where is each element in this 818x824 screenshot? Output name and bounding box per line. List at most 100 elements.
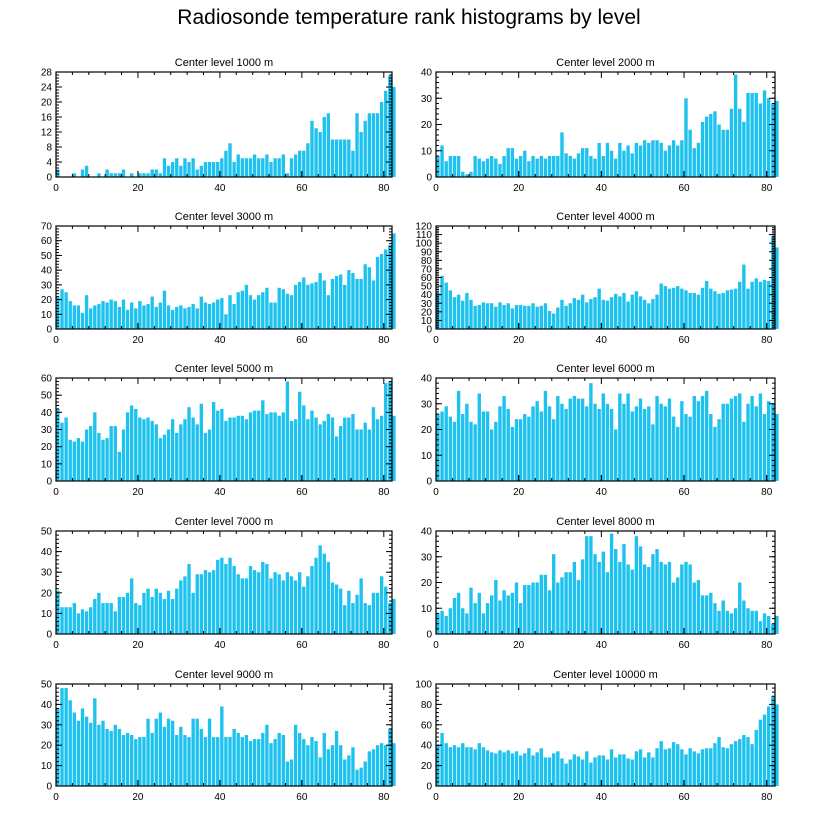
histogram-bar bbox=[552, 156, 556, 177]
histogram-bar bbox=[539, 411, 543, 481]
histogram-bar bbox=[758, 621, 763, 634]
histogram-bar bbox=[535, 401, 539, 481]
histogram-bar bbox=[498, 302, 502, 329]
histogram-bar bbox=[109, 299, 113, 329]
histogram-bar bbox=[750, 93, 754, 177]
histogram-bar bbox=[510, 148, 515, 177]
histogram-bar bbox=[465, 403, 469, 481]
histogram-bar bbox=[593, 403, 597, 481]
y-tick-label: 12 bbox=[41, 128, 53, 139]
histogram-bar bbox=[754, 610, 758, 634]
histogram-bar bbox=[265, 563, 269, 634]
histogram-bar bbox=[552, 313, 556, 329]
histogram-bar bbox=[605, 759, 610, 786]
histogram-bar bbox=[392, 415, 396, 481]
histogram-bar bbox=[746, 93, 750, 177]
panel-title: Center level 10000 m bbox=[553, 669, 658, 681]
histogram-bar bbox=[659, 142, 663, 177]
histogram-bar bbox=[252, 154, 257, 177]
histogram-bar bbox=[285, 761, 290, 786]
histogram-bar bbox=[614, 158, 618, 177]
x-tick-label: 0 bbox=[53, 335, 59, 346]
histogram-bar bbox=[72, 603, 76, 634]
histogram-bar bbox=[244, 735, 249, 786]
histogram-bar bbox=[527, 305, 531, 329]
x-tick-label: 20 bbox=[132, 183, 144, 194]
histogram-bar bbox=[384, 745, 388, 786]
histogram-bar bbox=[601, 393, 605, 481]
histogram-bar bbox=[113, 426, 117, 481]
histogram-bar bbox=[684, 290, 688, 329]
histogram-bar bbox=[269, 578, 273, 634]
histogram-bar bbox=[236, 732, 240, 786]
histogram-bar bbox=[676, 426, 680, 481]
x-tick-label: 80 bbox=[761, 183, 773, 194]
histogram-bar bbox=[725, 748, 730, 786]
histogram-bar bbox=[647, 406, 651, 481]
histogram-bar bbox=[175, 735, 179, 786]
histogram-bar bbox=[709, 114, 713, 177]
x-tick-label: 80 bbox=[378, 640, 390, 651]
histogram-bar bbox=[626, 301, 630, 329]
histogram-bar bbox=[162, 290, 167, 329]
histogram-bar bbox=[371, 749, 376, 786]
histogram-bar bbox=[101, 301, 105, 329]
histogram-bar bbox=[343, 605, 347, 634]
histogram-bar bbox=[170, 419, 175, 481]
histogram-bar bbox=[76, 305, 81, 329]
histogram-bar bbox=[248, 295, 253, 329]
histogram-bar bbox=[371, 592, 376, 634]
histogram-bar bbox=[721, 292, 725, 329]
histogram-bar bbox=[543, 757, 548, 786]
histogram-bar bbox=[696, 579, 701, 634]
histogram-bar bbox=[216, 410, 220, 481]
histogram-bar bbox=[211, 302, 216, 329]
histogram-bar bbox=[477, 592, 481, 634]
histogram-bar bbox=[330, 139, 335, 177]
histogram-bar bbox=[330, 582, 335, 634]
histogram-bar bbox=[367, 605, 372, 634]
y-tick-label: 40 bbox=[421, 68, 433, 79]
histogram-bar bbox=[220, 557, 224, 634]
x-tick-label: 80 bbox=[761, 640, 773, 651]
histogram-bar bbox=[236, 154, 240, 177]
histogram-bar bbox=[191, 417, 195, 481]
histogram-bar bbox=[310, 120, 314, 177]
histogram-bar bbox=[89, 722, 93, 786]
histogram-bar bbox=[359, 278, 363, 329]
histogram-bar bbox=[216, 737, 220, 786]
histogram-bar bbox=[199, 728, 204, 786]
y-tick-label: 0 bbox=[426, 325, 432, 336]
histogram-bar bbox=[224, 420, 228, 481]
histogram-bar bbox=[601, 755, 605, 786]
histogram-bar bbox=[609, 297, 614, 329]
histogram-bar bbox=[638, 296, 643, 329]
histogram-bar bbox=[746, 608, 750, 634]
x-tick-label: 20 bbox=[513, 335, 525, 346]
histogram-bar bbox=[76, 613, 81, 634]
histogram-bar bbox=[481, 302, 486, 329]
histogram-bar bbox=[717, 124, 721, 177]
histogram-bar bbox=[318, 545, 322, 634]
histogram-bar bbox=[502, 590, 506, 634]
histogram-bar bbox=[626, 393, 630, 481]
histogram-bar bbox=[514, 419, 519, 481]
histogram-bar bbox=[134, 739, 138, 786]
histogram-bar bbox=[355, 113, 359, 177]
histogram-bar bbox=[363, 264, 367, 329]
histogram-bar bbox=[469, 299, 473, 329]
histogram-bar bbox=[618, 142, 622, 177]
histogram-bar bbox=[465, 174, 469, 177]
histogram-bar bbox=[589, 156, 593, 177]
y-tick-label: 0 bbox=[426, 630, 432, 641]
histogram-bar bbox=[277, 415, 281, 481]
histogram-bar bbox=[680, 140, 684, 177]
x-tick-label: 80 bbox=[761, 487, 773, 498]
x-tick-label: 80 bbox=[378, 487, 390, 498]
histogram-bar bbox=[211, 570, 216, 634]
histogram-bar bbox=[84, 716, 89, 786]
histogram-bar bbox=[688, 748, 692, 786]
histogram-bar bbox=[609, 150, 614, 177]
y-tick-label: 120 bbox=[415, 222, 432, 233]
histogram-bar bbox=[721, 600, 725, 634]
